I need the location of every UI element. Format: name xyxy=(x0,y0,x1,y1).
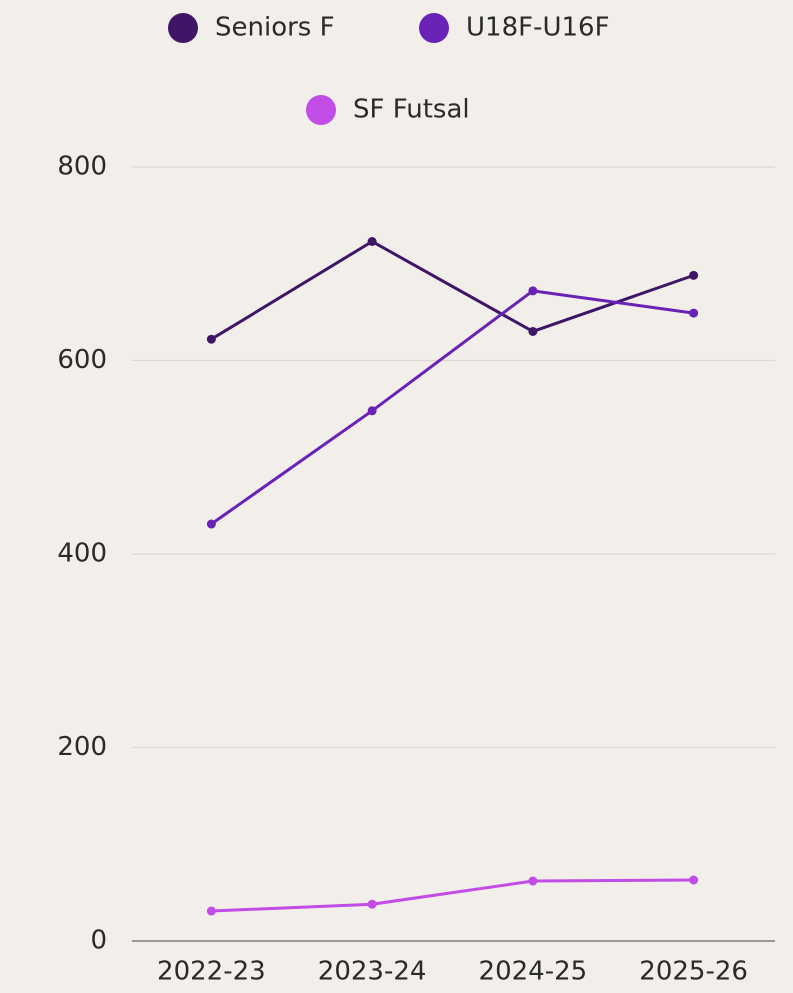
data-point xyxy=(367,406,377,416)
data-point xyxy=(367,899,377,909)
series-line xyxy=(211,878,694,913)
data-point xyxy=(206,906,216,916)
x-tick-label: 2023-24 xyxy=(318,957,427,987)
data-point xyxy=(367,236,377,246)
legend-label: SF Futsal xyxy=(353,95,470,125)
x-tick-label: 2024-25 xyxy=(479,957,588,987)
legend-swatch xyxy=(168,13,198,43)
data-point xyxy=(689,270,699,280)
legend-swatch xyxy=(419,13,449,43)
data-point xyxy=(689,875,699,885)
y-tick-label: 0 xyxy=(90,926,107,956)
legend-swatch xyxy=(306,95,336,125)
y-tick-label: 200 xyxy=(57,732,107,762)
legend-label: U18F-U16F xyxy=(466,13,610,43)
data-point xyxy=(689,308,699,318)
data-point xyxy=(528,876,538,886)
x-tick-label: 2022-23 xyxy=(157,957,266,987)
data-point xyxy=(528,286,538,296)
data-point xyxy=(206,519,216,529)
y-tick-label: 400 xyxy=(57,539,107,569)
y-tick-label: 600 xyxy=(57,345,107,375)
data-point xyxy=(206,334,216,344)
x-tick-label: 2025-26 xyxy=(639,957,748,987)
y-tick-label: 800 xyxy=(57,152,107,182)
data-point xyxy=(528,326,538,336)
legend-label: Seniors F xyxy=(215,13,335,43)
series-line xyxy=(210,289,694,526)
